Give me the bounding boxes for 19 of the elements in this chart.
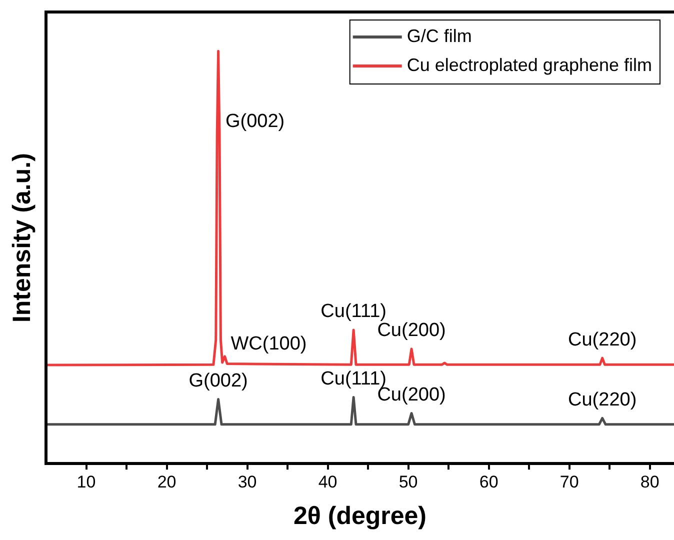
legend-label: Cu electroplated graphene film bbox=[406, 54, 652, 75]
annotation: Cu(220) bbox=[568, 389, 637, 410]
x-tick-label: 30 bbox=[238, 472, 257, 492]
annotation: Cu(200) bbox=[377, 320, 446, 342]
annotation: G(002) bbox=[188, 370, 248, 392]
x-tick-label: 60 bbox=[479, 472, 498, 492]
annotation: Cu(220) bbox=[568, 329, 637, 350]
y-axis-title: Intensity (a.u.) bbox=[8, 153, 36, 323]
annotation: G(002) bbox=[226, 110, 285, 132]
legend-label: G/C film bbox=[406, 26, 472, 46]
x-axis-title: 2θ (degree) bbox=[294, 502, 426, 530]
x-tick-label: 10 bbox=[76, 472, 96, 492]
x-tick-label: 50 bbox=[398, 472, 418, 492]
x-tick-label: 80 bbox=[640, 472, 660, 492]
x-tick-label: 20 bbox=[157, 472, 176, 492]
x-tick-label: 70 bbox=[560, 472, 579, 492]
annotation: WC(100) bbox=[230, 334, 307, 355]
annotation: Cu(111) bbox=[320, 301, 386, 322]
x-tick-label: 40 bbox=[318, 472, 338, 492]
